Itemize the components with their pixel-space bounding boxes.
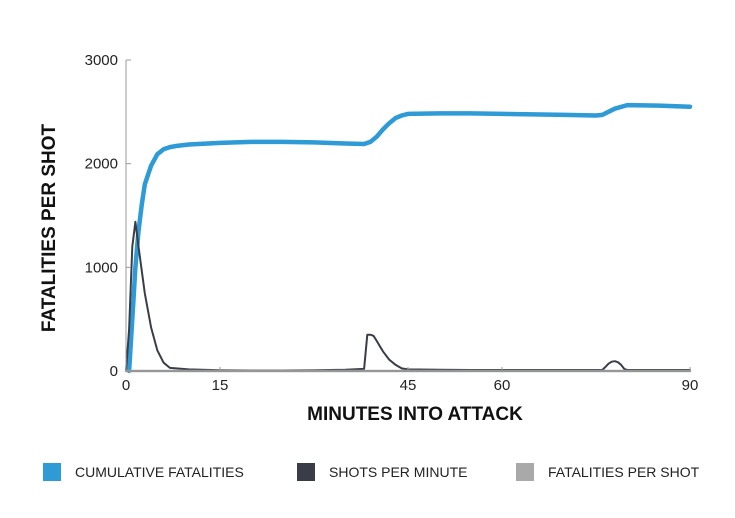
axes: 0 1000 2000 3000 0 15 45 60 90 [85, 52, 699, 394]
x-axis-title: MINUTES INTO ATTACK [307, 404, 523, 425]
legend-swatch [43, 463, 61, 481]
y-tick-label: 0 [110, 363, 118, 380]
legend: CUMULATIVE FATALITIES SHOTS PER MINUTE FAT… [43, 463, 700, 481]
legend-item: FATALITIES PER SHOT [516, 463, 700, 481]
y-tick-label: 1000 [85, 259, 118, 276]
plot-area [124, 102, 693, 374]
legend-label: SHOTS PER MINUTE [329, 464, 467, 480]
legend-item: CUMULATIVE FATALITIES [43, 463, 244, 481]
series-line-cumulative-fatalities [126, 102, 693, 374]
legend-label: CUMULATIVE FATALITIES [75, 464, 244, 480]
series-line-shots-per-minute [125, 220, 691, 372]
legend-swatch [516, 463, 534, 481]
legend-item: SHOTS PER MINUTE [297, 463, 467, 481]
x-tick-label: 90 [682, 377, 699, 394]
x-tick-label: 45 [400, 377, 417, 394]
y-tick-label: 2000 [85, 156, 118, 173]
legend-label: FATALITIES PER SHOT [548, 464, 700, 480]
x-tick-label: 0 [122, 377, 130, 394]
y-tick-label: 3000 [85, 52, 118, 69]
x-tick-label: 60 [494, 377, 511, 394]
legend-swatch [297, 463, 315, 481]
y-axis-title: FATALITIES PER SHOT [39, 123, 60, 332]
x-tick-label: 15 [212, 377, 229, 394]
